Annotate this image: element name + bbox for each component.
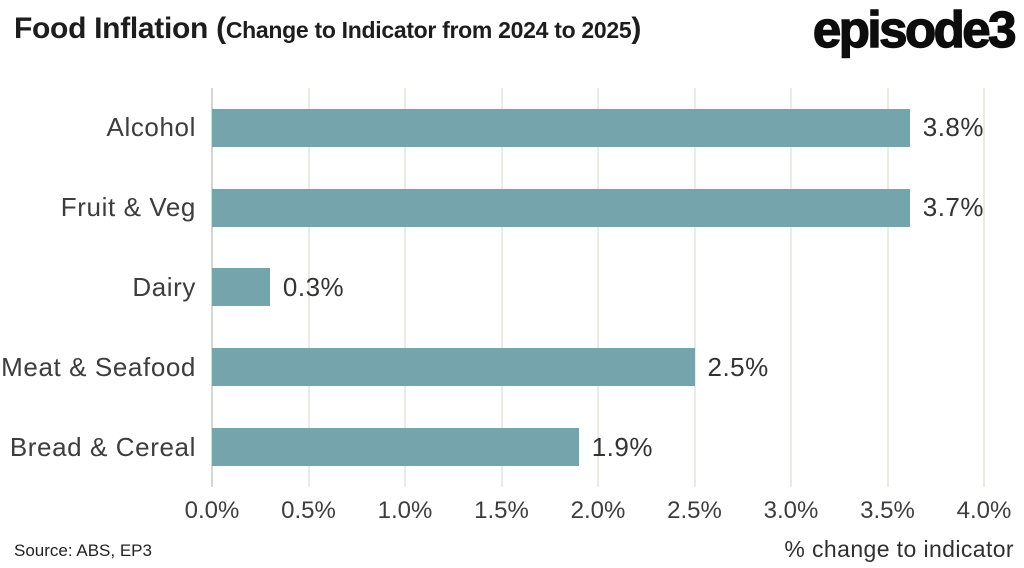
x-tick-label: 3.5% [860,497,915,524]
chart-title-main: Food Inflation [14,12,217,45]
x-tick-label: 0.5% [281,497,336,524]
bar-row: 0.3% [212,248,984,328]
x-tick-label: 0.0% [184,497,240,524]
gridline [500,88,503,487]
bar-fruit-veg [212,188,910,227]
bar-value-label: 3.7% [922,192,984,223]
gridline [886,88,889,487]
gridline [983,88,985,487]
bar-row: 1.9% [212,407,984,487]
bar-alcohol [212,108,910,147]
x-tick-label: 2.0% [570,497,626,524]
y-axis-category-labels: Alcohol Fruit & Veg Dairy Meat & Seafood Bre… [0,88,196,487]
chart-title-subtitle: Change to Indicator from 2024 to 2025 [225,17,632,43]
gridline [404,88,406,487]
bar-bread-cereal [212,428,579,467]
bar-meat-seafood [212,348,695,387]
bar-row: 3.8% [212,88,984,168]
category-label: Meat & Seafood [1,351,196,382]
plot-area: 3.8% 3.7% 0.3% 2.5% 1.9% [211,88,985,487]
bar-dairy [212,268,270,307]
category-label: Alcohol [106,112,196,143]
chart-title: Food Inflation (Change to Indicator from… [14,12,641,46]
source-note: Source: ABS, EP3 [14,541,152,560]
x-axis-label: % change to indicator [784,536,1014,562]
category-label: Fruit & Veg [60,192,196,223]
gridline [693,88,696,487]
category-label: Dairy [132,271,196,302]
gridline [597,88,599,487]
x-axis-tick-labels: 0.0% 0.5% 1.0% 1.5% 2.0% 2.5% 3.0% 3.5% 4.0% [185,497,1012,527]
bar-value-label: 1.9% [591,431,653,462]
bar-row: 2.5% [212,327,984,407]
chart-title-paren-open: ( [216,12,226,45]
chart-title-paren-close: ) [631,12,642,45]
x-tick-label: 3.0% [763,497,819,524]
bar-row: 3.7% [212,168,984,248]
category-label: Bread & Cereal [9,431,196,462]
bar-value-label: 0.3% [282,271,345,302]
bar-value-label: 3.8% [922,112,984,143]
x-tick-label: 1.0% [377,497,433,524]
episode3-logo: episode3 [812,0,1017,58]
gridline [307,88,310,487]
gridline [790,88,792,487]
x-tick-label: 2.5% [667,497,722,524]
x-tick-label: 4.0% [956,497,1012,524]
x-tick-label: 1.5% [474,497,529,524]
bars-layer: 3.8% 3.7% 0.3% 2.5% 1.9% [212,88,984,487]
bar-value-label: 2.5% [707,351,769,382]
